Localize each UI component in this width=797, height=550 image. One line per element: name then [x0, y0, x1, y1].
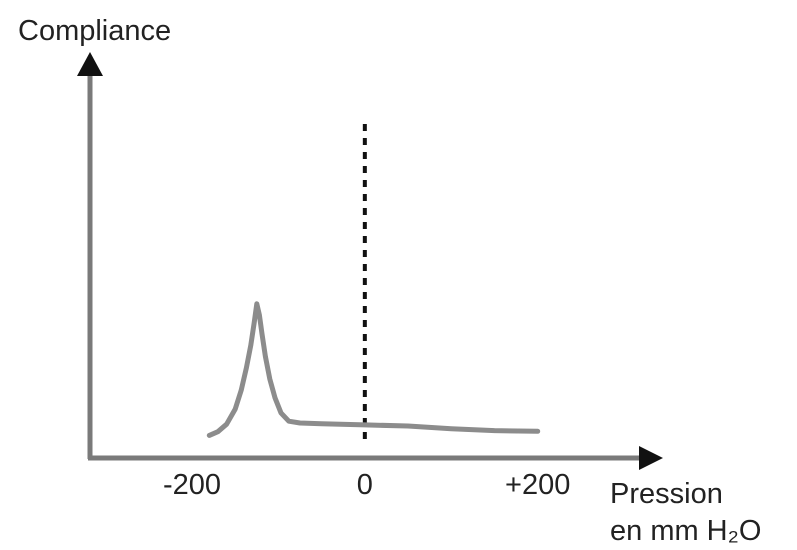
series-layer: [206, 301, 541, 438]
x-tick-label: +200: [505, 469, 570, 501]
y-axis-arrowhead: [77, 52, 103, 76]
x-tick-label: -200: [163, 469, 221, 501]
x-axis-label-line-1: Pression: [610, 478, 723, 510]
compliance-curve-0: [206, 301, 541, 438]
x-tick-label: 0: [357, 469, 373, 501]
x-axis-arrowhead: [639, 446, 663, 470]
y-axis-label: Compliance: [18, 15, 171, 47]
x-tick-labels: -200 0 +200: [163, 469, 570, 501]
x-axis-label-line-2: en mm H₂O: [610, 515, 761, 547]
